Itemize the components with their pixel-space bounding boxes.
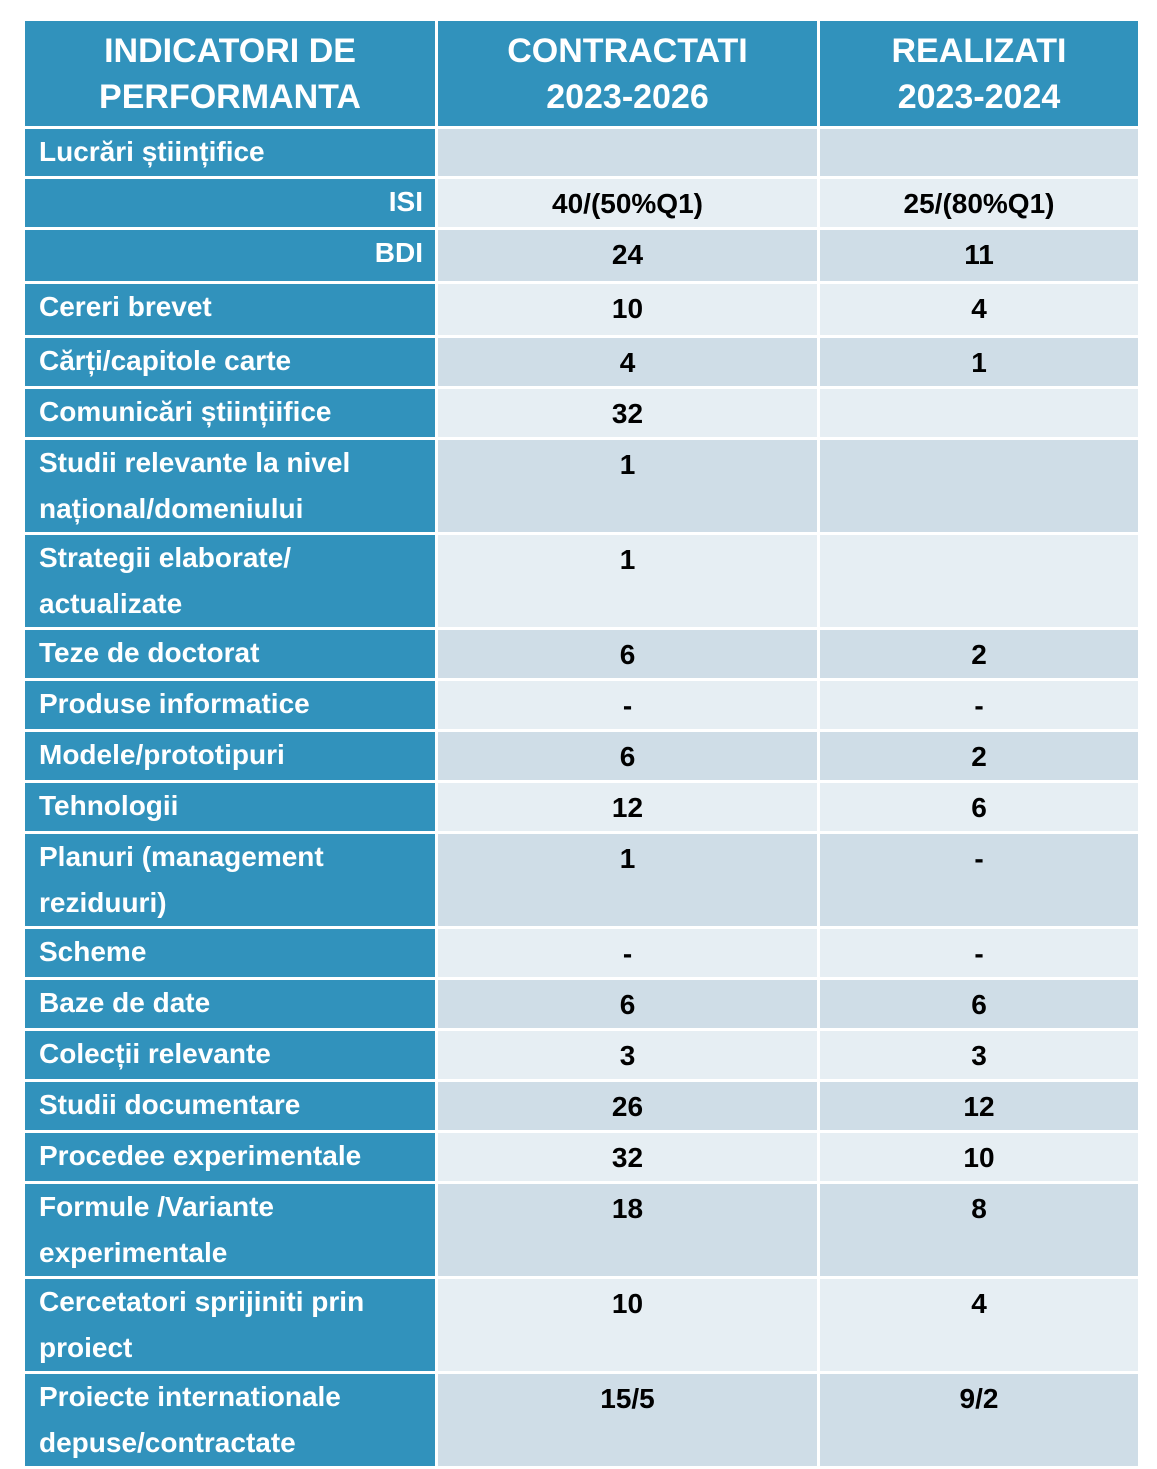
table-row: Cercetatori sprijiniti prin proiect 10 4 xyxy=(22,1276,1141,1374)
table-row: BDI 24 11 xyxy=(22,227,1141,284)
table-row: Planuri (management reziduuri) 1 - xyxy=(22,831,1141,929)
contracted-value xyxy=(435,126,820,179)
header-realized: REALIZATI 2023-2024 xyxy=(817,18,1141,129)
header-contracted-title: CONTRACTATI xyxy=(507,31,748,70)
contracted-value: 6 xyxy=(435,627,820,681)
contracted-value: 6 xyxy=(435,729,820,783)
contracted-value: 26 xyxy=(435,1079,820,1133)
realized-value: 9/2 xyxy=(817,1371,1141,1469)
realized-value: 6 xyxy=(817,977,1141,1031)
header-realized-period: 2023-2024 xyxy=(897,77,1061,116)
header-contracted-period: 2023-2026 xyxy=(546,77,709,116)
realized-value: 8 xyxy=(817,1181,1141,1279)
table-row: Studii documentare 26 12 xyxy=(22,1079,1141,1133)
realized-value: - xyxy=(817,678,1141,732)
header-contracted: CONTRACTATI 2023-2026 xyxy=(435,18,820,129)
row-label: Modele/prototipuri xyxy=(22,729,438,783)
row-label: Baze de date xyxy=(22,977,438,1031)
realized-value: 4 xyxy=(817,1276,1141,1374)
header-realized-title: REALIZATI xyxy=(891,31,1067,70)
row-label: Cercetatori sprijiniti prin proiect xyxy=(22,1276,438,1374)
realized-value: 3 xyxy=(817,1028,1141,1082)
row-label: Formule /Variante experimentale xyxy=(22,1181,438,1279)
row-label: Proiecte internationale depuse/contracta… xyxy=(22,1371,438,1469)
contracted-value: 3 xyxy=(435,1028,820,1082)
row-label: Comunicări științiifice xyxy=(22,386,438,440)
table-row: ISI 40/(50%Q1) 25/(80%Q1) xyxy=(22,176,1141,230)
realized-value: 2 xyxy=(817,729,1141,783)
contracted-value: 32 xyxy=(435,1130,820,1184)
row-label: Procedee experimentale xyxy=(22,1130,438,1184)
realized-value: 2 xyxy=(817,627,1141,681)
contracted-value: 4 xyxy=(435,335,820,389)
header-row: INDICATORI DE PERFORMANTA CONTRACTATI 202… xyxy=(22,18,1141,129)
contracted-value: 1 xyxy=(435,831,820,929)
table-row: Tehnologii 12 6 xyxy=(22,780,1141,834)
row-label: Planuri (management reziduuri) xyxy=(22,831,438,929)
contracted-value: 40/(50%Q1) xyxy=(435,176,820,230)
table-row: Cărți/capitole carte 4 1 xyxy=(22,335,1141,389)
row-label: Produse informatice xyxy=(22,678,438,732)
table-row: Baze de date 6 6 xyxy=(22,977,1141,1031)
table-row: Procedee experimentale 32 10 xyxy=(22,1130,1141,1184)
row-label: Teze de doctorat xyxy=(22,627,438,681)
realized-value: 10 xyxy=(817,1130,1141,1184)
row-label: Tehnologii xyxy=(22,780,438,834)
contracted-value: 18 xyxy=(435,1181,820,1279)
contracted-value: 32 xyxy=(435,386,820,440)
row-label: Scheme xyxy=(22,926,438,980)
realized-value: 1 xyxy=(817,335,1141,389)
contracted-value: 1 xyxy=(435,437,820,535)
row-label: Cereri brevet xyxy=(22,281,438,338)
contracted-value: 15/5 xyxy=(435,1371,820,1469)
realized-value xyxy=(817,386,1141,440)
realized-value: 12 xyxy=(817,1079,1141,1133)
table-row: Strategii elaborate/ actualizate 1 xyxy=(22,532,1141,630)
realized-value: - xyxy=(817,831,1141,929)
realized-value: 11 xyxy=(817,227,1141,284)
row-label: Studii documentare xyxy=(22,1079,438,1133)
table-row: Formule /Variante experimentale 18 8 xyxy=(22,1181,1141,1279)
contracted-value: - xyxy=(435,926,820,980)
realized-value xyxy=(817,532,1141,630)
contracted-value: 10 xyxy=(435,281,820,338)
table-row: Teze de doctorat 6 2 xyxy=(22,627,1141,681)
contracted-value: - xyxy=(435,678,820,732)
row-label: ISI xyxy=(22,176,438,230)
table-row: Modele/prototipuri 6 2 xyxy=(22,729,1141,783)
realized-value xyxy=(817,437,1141,535)
contracted-value: 24 xyxy=(435,227,820,284)
table-row: Scheme - - xyxy=(22,926,1141,980)
table-row: Cereri brevet 10 4 xyxy=(22,281,1141,338)
row-label: Colecții relevante xyxy=(22,1028,438,1082)
table-row: Produse informatice - - xyxy=(22,678,1141,732)
table-row: Colecții relevante 3 3 xyxy=(22,1028,1141,1082)
realized-value xyxy=(817,126,1141,179)
header-indicators: INDICATORI DE PERFORMANTA xyxy=(22,18,438,129)
row-label: Cărți/capitole carte xyxy=(22,335,438,389)
row-label: Strategii elaborate/ actualizate xyxy=(22,532,438,630)
performance-indicators-table: INDICATORI DE PERFORMANTA CONTRACTATI 202… xyxy=(22,18,1141,1469)
contracted-value: 12 xyxy=(435,780,820,834)
table-row: Comunicări științiifice 32 xyxy=(22,386,1141,440)
realized-value: 6 xyxy=(817,780,1141,834)
realized-value: 4 xyxy=(817,281,1141,338)
realized-value: - xyxy=(817,926,1141,980)
table-row: Studii relevante la nivel național/domen… xyxy=(22,437,1141,535)
contracted-value: 1 xyxy=(435,532,820,630)
row-label: Studii relevante la nivel național/domen… xyxy=(22,437,438,535)
contracted-value: 10 xyxy=(435,1276,820,1374)
contracted-value: 6 xyxy=(435,977,820,1031)
table-row: Lucrări științifice xyxy=(22,126,1141,179)
row-label: Lucrări științifice xyxy=(22,126,438,179)
table-row: Proiecte internationale depuse/contracta… xyxy=(22,1371,1141,1469)
realized-value: 25/(80%Q1) xyxy=(817,176,1141,230)
row-label: BDI xyxy=(22,227,438,284)
